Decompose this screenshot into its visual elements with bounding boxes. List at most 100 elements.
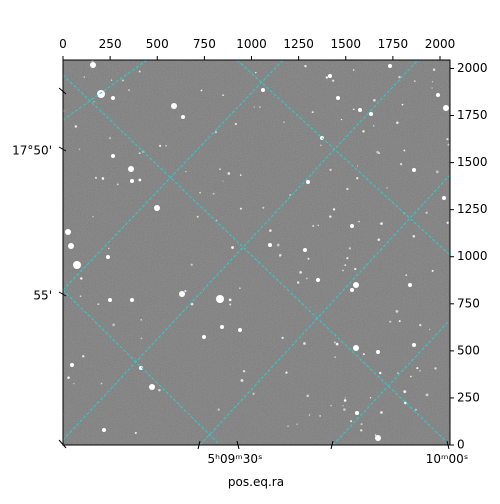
y-tick-label: 1750 [457,108,488,122]
star [349,420,353,423]
star [181,115,185,119]
star [222,180,224,182]
star [218,301,221,303]
star [308,414,311,416]
star [403,390,407,394]
star [93,101,95,103]
star [165,145,167,147]
x-tick-label: 250 [99,37,122,51]
star [329,168,332,172]
star [354,267,357,271]
ra-tick [236,440,240,450]
star [253,106,256,108]
x-tick-label: 1000 [236,37,267,51]
star [140,319,143,321]
star [216,295,224,303]
star [269,229,272,232]
star [305,277,308,280]
x-axis-label: pos.eq.ra [228,475,284,489]
star [408,283,412,287]
star [80,277,83,280]
star [285,371,288,374]
star [102,428,106,432]
star [92,215,94,218]
star [215,219,218,221]
dec-tick-label: 55' [33,289,52,303]
star [78,148,81,151]
star [412,234,416,238]
dec-tick [58,291,67,297]
star [212,192,215,195]
star [303,342,306,345]
star [65,229,71,235]
star [130,298,134,302]
star [268,243,272,247]
star [329,215,332,218]
star [303,248,307,252]
star [443,105,449,111]
star [255,71,257,74]
star [199,191,201,194]
star [196,215,199,218]
star [409,375,412,378]
star [358,220,360,223]
star [413,80,416,83]
star [138,152,141,155]
star [261,88,265,92]
star [346,187,349,191]
star [380,411,383,414]
star [306,394,310,398]
star [239,207,242,210]
star [340,118,343,121]
star [138,178,142,182]
star [362,353,365,356]
star [140,337,143,340]
star [350,288,354,292]
frame [62,59,451,446]
star [442,196,446,200]
star [395,309,399,313]
star [130,179,134,183]
star [134,431,137,435]
y-tick-label: 1500 [457,155,488,169]
star [110,79,113,81]
star [330,404,332,407]
star [311,111,314,114]
y-tick-label: 1250 [457,202,488,216]
star [356,177,359,180]
y-tick-label: 500 [457,343,480,357]
star [412,168,416,172]
star [397,372,399,374]
y-tick-label: 250 [457,390,480,404]
star [374,434,377,436]
star [239,287,241,289]
star [68,243,74,249]
star [97,303,100,306]
star [334,356,337,358]
dec-tick [58,146,67,152]
star [289,194,291,196]
star [435,170,439,174]
dec-tick [58,439,67,449]
star [171,103,177,109]
star [362,130,365,133]
star [369,112,373,116]
star [360,423,363,426]
star [344,397,346,399]
star [296,423,298,425]
star [325,76,328,79]
star [403,149,406,152]
ra-tick [197,440,201,450]
x-tick-label: 1250 [283,37,314,51]
star [128,89,130,91]
star [299,271,302,274]
star [372,125,375,127]
ra-tick-label: 5ʰ09ᵐ30ˢ [208,452,263,466]
star [238,328,242,332]
star [158,388,161,392]
star [428,328,431,331]
star [108,247,110,249]
